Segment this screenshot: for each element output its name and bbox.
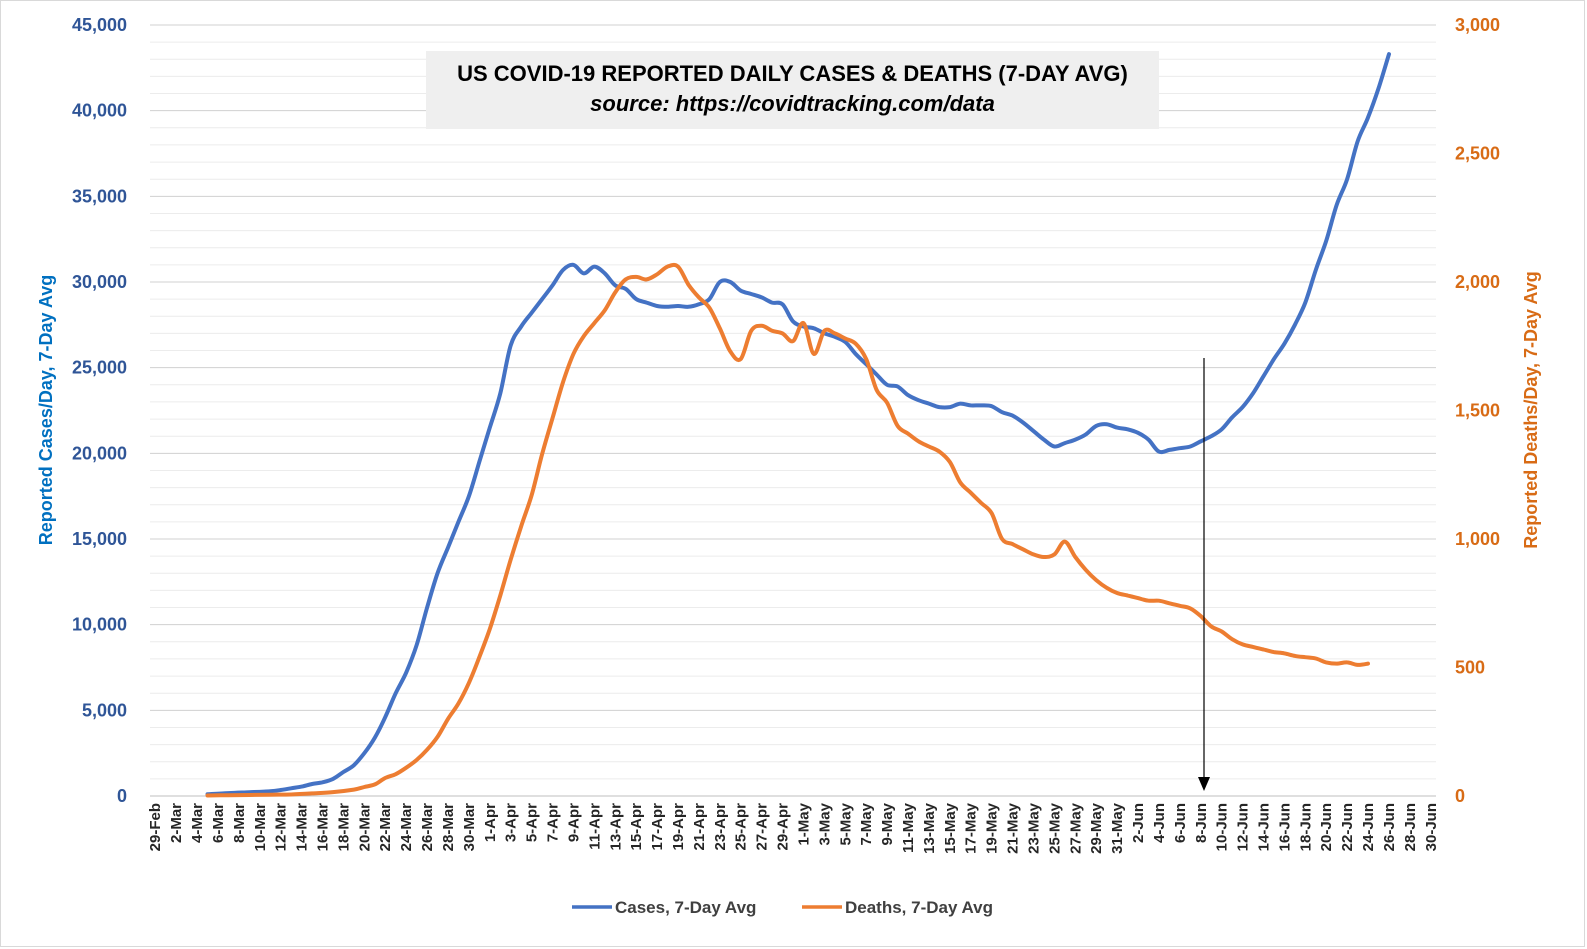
left-axis-ticks: 0 5,000 10,000 15,000 20,000 25,000 30,000 35,0… — [72, 15, 127, 806]
x-tick-label: 5-May — [837, 802, 854, 845]
x-tick-label: 20-Mar — [356, 803, 373, 852]
x-tick-label: 10-Jun — [1214, 803, 1231, 851]
x-tick-label: 14-Mar — [294, 803, 311, 852]
x-tick-label: 5-Apr — [524, 803, 541, 842]
x-tick-label: 6-Mar — [210, 803, 227, 843]
x-tick-label: 16-Jun — [1276, 803, 1293, 851]
x-tick-label: 11-Apr — [586, 803, 603, 850]
left-tick-label: 45,000 — [72, 15, 127, 35]
left-tick-label: 5,000 — [82, 700, 127, 720]
x-tick-label: 30-Jun — [1423, 803, 1440, 851]
right-tick-label: 1,000 — [1455, 529, 1500, 549]
left-tick-label: 25,000 — [72, 358, 127, 378]
gridlines — [150, 24, 1436, 797]
x-tick-label: 10-Mar — [252, 803, 269, 852]
x-tick-label: 24-Mar — [398, 803, 415, 852]
x-tick-label: 18-Mar — [335, 803, 352, 852]
right-tick-label: 3,000 — [1455, 15, 1500, 35]
x-tick-label: 30-Mar — [461, 803, 478, 852]
x-tick-label: 24-Jun — [1360, 803, 1377, 851]
x-tick-label: 26-Jun — [1381, 803, 1398, 851]
x-tick-label: 7-Apr — [545, 803, 562, 842]
legend-deaths-label: Deaths, 7-Day Avg — [845, 898, 993, 917]
x-tick-label: 28-Jun — [1402, 803, 1419, 851]
chart-title: US COVID-19 REPORTED DAILY CASES & DEATH… — [457, 61, 1128, 86]
right-tick-label: 2,000 — [1455, 272, 1500, 292]
right-axis-title: Reported Deaths/Day, 7-Day Avg — [1521, 271, 1541, 548]
left-tick-label: 40,000 — [72, 101, 127, 121]
x-tick-label: 7-May — [858, 802, 875, 845]
x-tick-label: 29-May — [1088, 802, 1105, 854]
left-tick-label: 35,000 — [72, 186, 127, 206]
x-tick-label: 31-May — [1109, 802, 1126, 854]
x-tick-label: 1-Apr — [482, 803, 499, 842]
left-axis-title: Reported Cases/Day, 7-Day Avg — [36, 275, 56, 545]
x-tick-label: 8-Jun — [1193, 803, 1210, 843]
x-tick-label: 22-Mar — [377, 803, 394, 852]
title-box: US COVID-19 REPORTED DAILY CASES & DEATH… — [426, 51, 1159, 129]
x-tick-label: 17-May — [963, 802, 980, 854]
x-tick-label: 17-Apr — [649, 803, 666, 851]
x-tick-label: 19-May — [984, 802, 1001, 854]
x-tick-label: 27-May — [1067, 802, 1084, 854]
x-tick-label: 11-May — [900, 802, 917, 853]
x-tick-label: 14-Jun — [1255, 803, 1272, 851]
x-tick-label: 23-May — [1025, 802, 1042, 854]
x-tick-label: 3-Apr — [503, 803, 520, 842]
left-tick-label: 15,000 — [72, 529, 127, 549]
x-tick-label: 29-Apr — [775, 803, 792, 851]
x-tick-label: 29-Feb — [147, 803, 164, 851]
x-tick-label: 19-Apr — [670, 803, 687, 851]
annotation-arrow-head — [1198, 777, 1210, 791]
chart-subtitle: source: https://covidtracking.com/data — [590, 91, 995, 116]
x-tick-label: 12-Jun — [1235, 803, 1252, 851]
series-lines — [205, 52, 1391, 798]
x-tick-label: 2-Mar — [168, 803, 185, 843]
x-tick-label: 2-Jun — [1130, 803, 1147, 843]
deaths-series-line — [205, 262, 1370, 798]
x-tick-label: 26-Mar — [419, 803, 436, 852]
x-tick-label: 16-Mar — [315, 803, 332, 852]
x-tick-label: 21-Apr — [691, 803, 708, 851]
x-tick-label: 28-Mar — [440, 803, 457, 852]
x-tick-label: 13-May — [921, 802, 938, 854]
x-tick-label: 18-Jun — [1297, 803, 1314, 851]
x-tick-label: 15-Apr — [628, 803, 645, 851]
cases-series-line — [205, 52, 1391, 797]
x-tick-label: 6-Jun — [1172, 803, 1189, 843]
left-tick-label: 20,000 — [72, 443, 127, 463]
x-tick-label: 8-Mar — [231, 803, 248, 843]
x-axis-ticks: 29-Feb 2-Mar 4-Mar 6-Mar 8-Mar 10-Mar 12-Mar 14… — [147, 802, 1440, 854]
x-tick-label: 21-May — [1005, 802, 1022, 854]
x-tick-label: 23-Apr — [712, 803, 729, 851]
x-tick-label: 27-Apr — [754, 803, 771, 851]
x-tick-label: 25-Apr — [733, 803, 750, 851]
x-tick-label: 13-Apr — [607, 803, 624, 851]
right-tick-label: 1,500 — [1455, 401, 1500, 421]
x-tick-label: 9-May — [879, 802, 896, 845]
x-tick-label: 22-Jun — [1339, 803, 1356, 851]
x-tick-label: 4-Mar — [189, 803, 206, 843]
right-tick-label: 0 — [1455, 786, 1465, 806]
right-axis-ticks: 0 500 1,000 1,500 2,000 2,500 3,000 — [1455, 15, 1500, 806]
x-tick-label: 20-Jun — [1318, 803, 1335, 851]
right-tick-label: 500 — [1455, 658, 1485, 678]
legend-cases-label: Cases, 7-Day Avg — [615, 898, 756, 917]
left-tick-label: 30,000 — [72, 272, 127, 292]
left-tick-label: 10,000 — [72, 615, 127, 635]
x-tick-label: 1-May — [795, 802, 812, 845]
legend: Cases, 7-Day Avg Deaths, 7-Day Avg — [572, 898, 993, 917]
x-tick-label: 12-Mar — [273, 803, 290, 852]
right-tick-label: 2,500 — [1455, 144, 1500, 164]
x-tick-label: 15-May — [942, 802, 959, 854]
left-tick-label: 0 — [117, 786, 127, 806]
x-tick-label: 3-May — [816, 802, 833, 845]
x-tick-label: 9-Apr — [565, 803, 582, 842]
x-tick-label: 4-Jun — [1151, 803, 1168, 843]
x-tick-label: 25-May — [1046, 802, 1063, 854]
